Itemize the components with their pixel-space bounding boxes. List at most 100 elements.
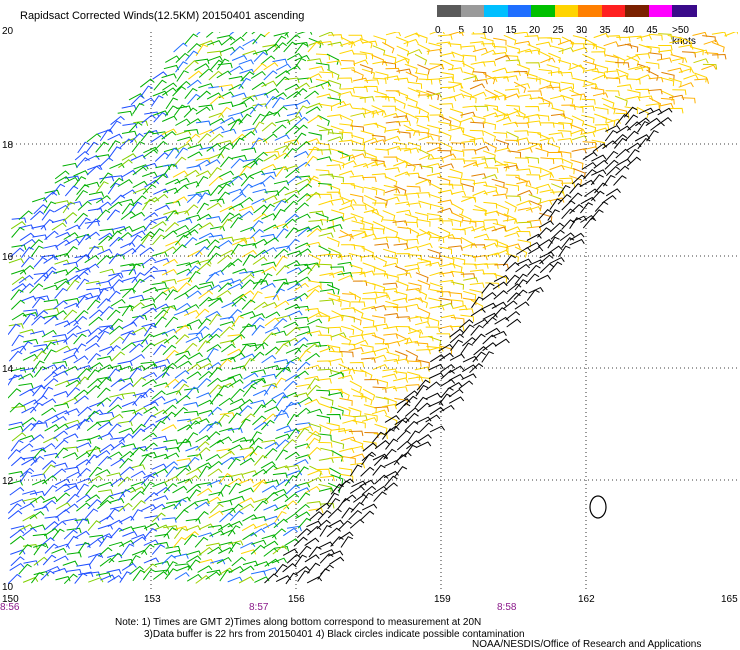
wind-barb xyxy=(570,159,584,169)
wind-barb xyxy=(460,236,474,249)
wind-barb xyxy=(172,196,188,204)
wind-barb xyxy=(539,137,555,143)
wind-barb xyxy=(538,102,554,108)
wind-barb xyxy=(393,141,407,150)
wind-barb xyxy=(262,382,278,389)
wind-barb xyxy=(132,525,148,531)
wind-barb xyxy=(273,359,289,365)
wind-barb xyxy=(8,323,21,336)
wind-barb xyxy=(493,290,508,300)
wind-barb xyxy=(43,339,59,345)
wind-barb xyxy=(525,184,539,195)
wind-barb xyxy=(176,360,192,369)
wind-barb xyxy=(273,32,289,38)
wind-barb xyxy=(448,127,464,133)
wind-barb xyxy=(404,340,420,347)
wind-barb xyxy=(228,65,244,74)
wind-barb xyxy=(274,145,290,151)
wind-barb xyxy=(349,445,365,452)
wind-barb xyxy=(231,54,248,61)
wind-barb xyxy=(317,182,332,190)
wind-barb xyxy=(19,329,35,335)
wind-barb xyxy=(220,356,236,363)
wind-barb xyxy=(229,32,235,36)
wind-barb xyxy=(253,500,268,512)
wind-barb xyxy=(320,396,334,406)
wind-barb xyxy=(538,50,551,62)
colorbar-swatch-4 xyxy=(531,5,556,17)
wind-barb xyxy=(419,165,433,173)
wind-barb xyxy=(525,113,541,120)
wind-barb xyxy=(284,83,300,91)
wind-barb xyxy=(186,133,201,144)
wind-barb xyxy=(429,32,445,35)
wind-barb xyxy=(372,386,387,393)
wind-barb xyxy=(415,297,428,308)
wind-barb xyxy=(569,89,582,101)
wind-barb xyxy=(362,326,378,332)
wind-barb xyxy=(414,396,428,408)
wind-barb xyxy=(524,72,538,82)
wind-barb xyxy=(359,38,373,49)
wind-barb xyxy=(472,209,487,217)
wind-barb xyxy=(440,379,456,387)
wind-barb xyxy=(262,133,278,143)
wind-barb xyxy=(195,575,211,584)
wind-barb xyxy=(297,266,313,275)
wind-barb xyxy=(471,296,484,309)
wind-barb xyxy=(293,458,309,466)
wind-barb xyxy=(218,106,232,118)
wind-barb xyxy=(646,129,659,142)
wind-barb xyxy=(228,379,244,388)
wind-barb xyxy=(317,334,333,341)
wind-barb xyxy=(353,163,369,169)
wind-barb xyxy=(582,83,598,89)
wind-barb xyxy=(99,172,113,184)
wind-barb xyxy=(164,316,179,328)
wind-barb xyxy=(285,168,300,179)
wind-barb xyxy=(438,246,452,255)
wind-barb xyxy=(657,107,673,116)
wind-barb xyxy=(317,310,331,322)
wind-barb xyxy=(161,115,178,122)
wind-barb xyxy=(491,226,507,232)
wind-barb xyxy=(110,437,125,443)
wind-barb xyxy=(396,45,410,57)
wind-barb xyxy=(315,81,332,88)
wind-barb xyxy=(359,96,375,102)
wind-barb xyxy=(309,465,322,477)
wind-barb xyxy=(264,326,281,334)
wind-barb xyxy=(678,62,692,73)
wind-barb xyxy=(372,464,386,476)
wind-barb xyxy=(392,386,408,392)
wind-barb xyxy=(374,378,389,388)
wind-barb xyxy=(340,368,356,374)
wind-barb xyxy=(558,71,573,78)
wind-barb xyxy=(196,462,212,470)
wind-barb xyxy=(196,392,212,399)
wind-barb xyxy=(230,388,245,400)
wind-barb xyxy=(164,378,180,388)
wind-barb xyxy=(209,125,225,134)
wind-barb xyxy=(305,430,320,441)
wind-barb xyxy=(241,413,256,424)
wind-barb xyxy=(282,500,298,510)
wind-barb xyxy=(502,254,516,267)
wind-barb xyxy=(275,366,291,373)
wind-barb xyxy=(85,454,99,466)
wind-barb xyxy=(340,183,356,189)
wind-barb xyxy=(218,473,232,485)
wind-barb xyxy=(238,418,251,431)
wind-barb xyxy=(74,309,89,321)
wind-barb xyxy=(250,137,264,149)
wind-barb xyxy=(494,273,508,283)
wind-barb xyxy=(88,475,103,484)
wind-barb xyxy=(206,420,221,432)
wind-barb xyxy=(152,251,168,257)
wind-barb xyxy=(495,240,509,251)
wind-barb xyxy=(275,281,289,294)
wind-barb xyxy=(186,319,203,326)
wind-barb xyxy=(19,265,35,275)
wind-barb xyxy=(395,201,411,207)
wind-barb xyxy=(219,218,233,230)
